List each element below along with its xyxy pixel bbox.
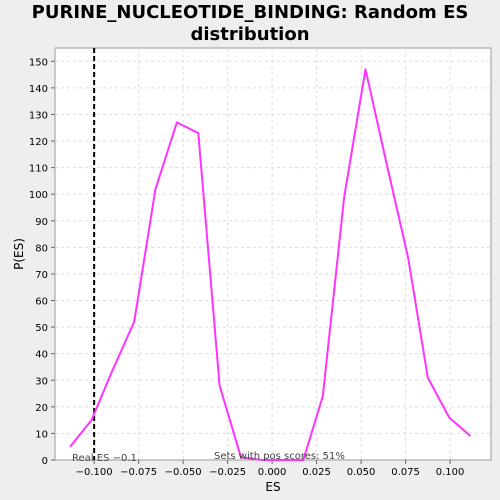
x-tick-label: −0.075	[120, 467, 157, 478]
series-layer	[69, 68, 472, 461]
y-tick-label: 100	[29, 190, 48, 201]
x-axis-label: ES	[265, 480, 280, 494]
y-tick-label: 90	[35, 217, 48, 228]
x-tick-label: 0.075	[391, 467, 420, 478]
y-tick-label: 130	[29, 110, 48, 121]
y-tick-label: 120	[29, 137, 48, 148]
pos-scores-annotation: Sets with pos scores: 51%	[214, 451, 345, 462]
x-tick-label: −0.100	[76, 467, 113, 478]
y-tick-label: 140	[29, 84, 48, 95]
y-tick-label: 0	[42, 456, 48, 467]
chart-title-line-2: distribution	[190, 24, 310, 45]
y-tick-label: 110	[29, 164, 48, 175]
x-tick-label: 0.000	[258, 467, 287, 478]
plot-area	[54, 47, 492, 461]
x-tick-label: −0.050	[165, 467, 202, 478]
y-tick-label: 150	[29, 57, 48, 68]
y-tick-label: 70	[35, 270, 48, 281]
y-axis-label: P(ES)	[12, 238, 26, 270]
real-es-annotation: Real ES −0.1	[72, 453, 137, 464]
x-tick-label: 0.050	[347, 467, 376, 478]
chart-title-line-1: PURINE_NUCLEOTIDE_BINDING: Random ES	[31, 2, 469, 23]
y-tick-label: 60	[35, 297, 48, 308]
y-tick-label: 50	[35, 323, 48, 334]
x-tick-label: −0.025	[209, 467, 246, 478]
axes: 0 10 20 30 40 50 60 70 80 90 100 110 120 130 140 150 −0.…	[29, 57, 464, 478]
y-tick-label: 40	[35, 350, 48, 361]
y-tick-label: 10	[35, 429, 48, 440]
y-tick-label: 30	[35, 376, 48, 387]
y-tick-label: 80	[35, 243, 48, 254]
series-line	[69, 68, 472, 461]
y-tick-label: 20	[35, 403, 48, 414]
x-tick-label: 0.100	[436, 467, 465, 478]
x-tick-label: 0.025	[302, 467, 331, 478]
